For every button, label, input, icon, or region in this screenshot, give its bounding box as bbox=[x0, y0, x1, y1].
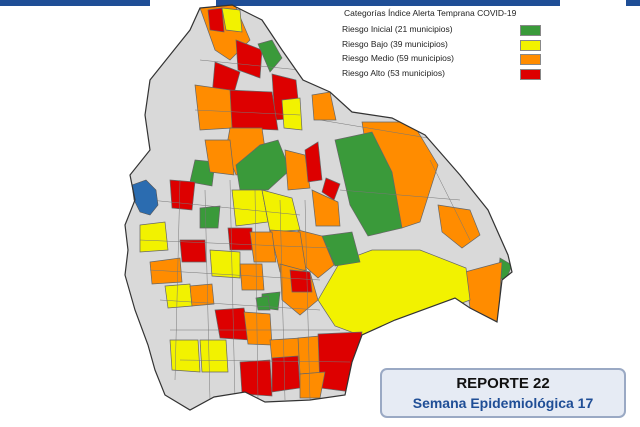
legend-item-riesgo-alto: Riesgo Alto (53 municipios) bbox=[334, 66, 544, 81]
region-riesgo-bajo bbox=[164, 283, 193, 309]
legend-label: Riesgo Medio (59 municipios) bbox=[342, 53, 454, 63]
legend-title: Categorías Índice Alerta Temprana COVID-… bbox=[344, 8, 517, 18]
legend-swatch bbox=[520, 39, 541, 51]
region-riesgo-alto bbox=[235, 39, 263, 79]
report-subtitle: Semana Epidemiológica 17 bbox=[412, 395, 594, 411]
region-riesgo-alto bbox=[169, 179, 196, 211]
region-riesgo-alto bbox=[304, 141, 323, 183]
region-riesgo-alto bbox=[179, 239, 207, 263]
region-riesgo-medio bbox=[284, 149, 311, 191]
region-riesgo-bajo bbox=[209, 249, 241, 279]
region-riesgo-alto bbox=[207, 7, 225, 33]
region-riesgo-medio bbox=[311, 91, 337, 121]
region-riesgo-bajo bbox=[281, 97, 303, 131]
region-riesgo-bajo bbox=[169, 339, 201, 373]
region-riesgo-inicial bbox=[334, 131, 403, 237]
region-riesgo-medio bbox=[204, 139, 235, 176]
region-riesgo-medio bbox=[249, 231, 277, 263]
legend-swatch bbox=[520, 25, 541, 36]
region-riesgo-bajo bbox=[231, 189, 269, 227]
region-riesgo-alto bbox=[289, 269, 313, 293]
region-riesgo-bajo bbox=[199, 339, 229, 373]
region-riesgo-medio bbox=[194, 84, 233, 131]
report-box: REPORTE 22 Semana Epidemiológica 17 bbox=[380, 368, 626, 418]
region-riesgo-medio bbox=[269, 229, 307, 273]
legend-label: Riesgo Inicial (21 municipios) bbox=[342, 24, 453, 34]
legend-swatch bbox=[520, 68, 541, 80]
legend-label: Riesgo Bajo (39 municipios) bbox=[342, 38, 448, 49]
legend-item-riesgo-medio: Riesgo Medio (59 municipios) bbox=[334, 51, 544, 66]
region-riesgo-alto bbox=[239, 359, 273, 397]
region-riesgo-bajo bbox=[221, 7, 243, 33]
region-riesgo-bajo bbox=[139, 221, 169, 253]
lake-titicaca bbox=[131, 179, 159, 216]
region-riesgo-medio bbox=[437, 204, 481, 249]
region-riesgo-medio bbox=[464, 261, 503, 323]
region-riesgo-medio bbox=[243, 311, 273, 346]
region-riesgo-inicial bbox=[255, 295, 271, 311]
municipal-boundaries bbox=[139, 59, 471, 401]
legend-swatch bbox=[520, 54, 541, 65]
map-legend: Categorías Índice Alerta Temprana COVID-… bbox=[334, 8, 544, 80]
report-title: REPORTE 22 bbox=[456, 375, 550, 392]
legend-item-riesgo-bajo: Riesgo Bajo (39 municipios) bbox=[334, 37, 544, 52]
region-riesgo-medio bbox=[239, 263, 265, 291]
legend-label: Riesgo Alto (53 municipios) bbox=[342, 67, 445, 78]
region-riesgo-alto bbox=[321, 177, 341, 201]
region-riesgo-medio bbox=[311, 189, 341, 227]
region-riesgo-medio bbox=[189, 283, 215, 307]
region-riesgo-inicial bbox=[257, 39, 283, 73]
region-riesgo-inicial bbox=[321, 231, 361, 267]
region-riesgo-bajo bbox=[261, 189, 301, 233]
legend-item-riesgo-inicial: Riesgo Inicial (21 municipios) bbox=[334, 22, 544, 37]
region-riesgo-inicial bbox=[199, 205, 221, 229]
region-riesgo-alto bbox=[227, 89, 279, 131]
header-banner bbox=[0, 0, 640, 6]
